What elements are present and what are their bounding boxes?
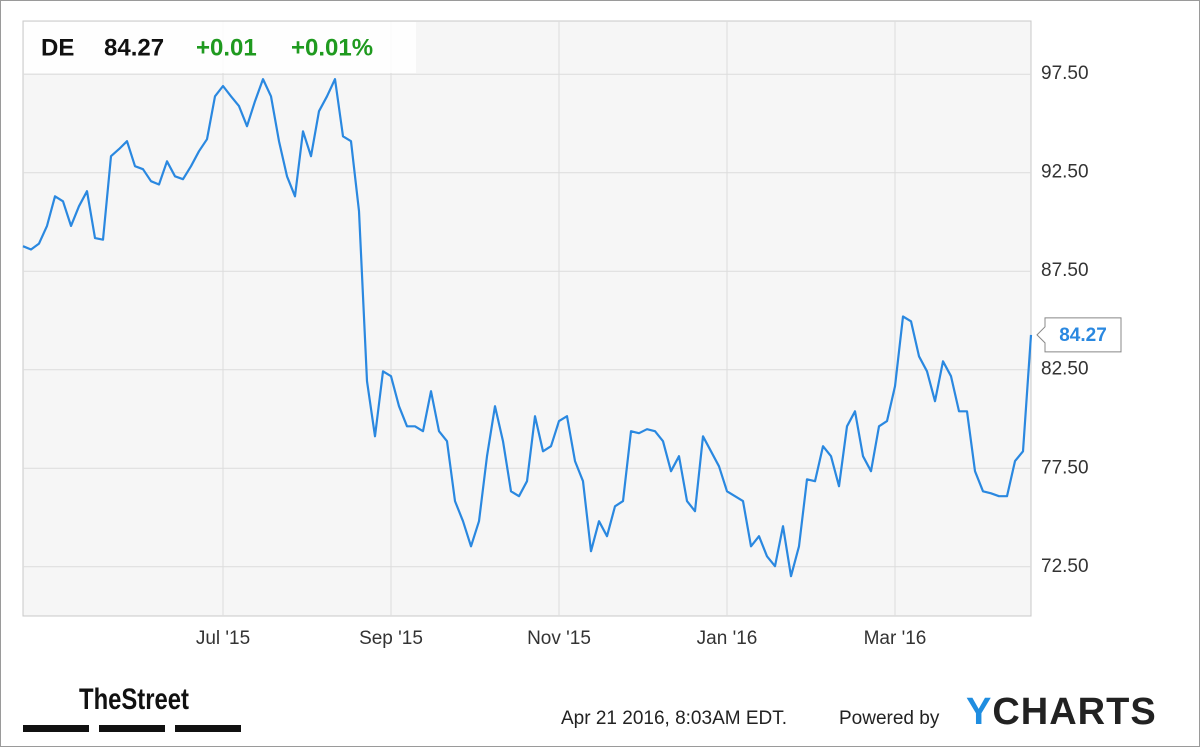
- x-tick-label: Jan '16: [697, 628, 758, 649]
- y-tick-label: 97.50: [1041, 63, 1089, 84]
- header-box: [24, 22, 416, 73]
- change: +0.01: [196, 34, 257, 61]
- x-tick-label: Mar '16: [864, 628, 927, 649]
- y-tick-label: 72.50: [1041, 556, 1089, 577]
- x-tick-label: Nov '15: [527, 628, 591, 649]
- price-line: [22, 78, 1033, 578]
- plot-area: [22, 20, 1032, 617]
- powered-by: Powered by: [839, 708, 940, 729]
- timestamp: Apr 21 2016, 8:03AM EDT.: [561, 708, 787, 729]
- logo-bar: [23, 725, 89, 732]
- ticker: DE: [41, 34, 74, 61]
- x-tick-label: Sep '15: [359, 628, 423, 649]
- marks: [22, 78, 1033, 578]
- y-tick-label: 92.50: [1041, 162, 1089, 183]
- price: 84.27: [104, 34, 164, 61]
- logo-bar: [175, 725, 241, 732]
- change-percent: +0.01%: [291, 34, 373, 61]
- brand-logo: TheStreet: [79, 683, 189, 716]
- last-value-box: [1036, 317, 1122, 353]
- last-value-label: 84.27: [1059, 325, 1107, 346]
- grid: [23, 21, 1031, 616]
- logo-bar: [99, 725, 165, 732]
- y-tick-label: 82.50: [1041, 359, 1089, 380]
- x-tick-label: Jul '15: [196, 628, 250, 649]
- provider-logo: YCHARTS: [966, 691, 1157, 733]
- y-tick-label: 77.50: [1041, 457, 1089, 478]
- y-tick-label: 87.50: [1041, 260, 1089, 281]
